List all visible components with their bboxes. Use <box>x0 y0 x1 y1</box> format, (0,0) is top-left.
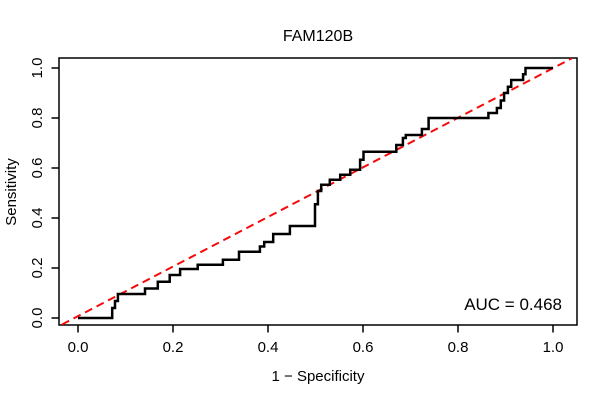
y-axis-tick-label: 0.4 <box>29 208 46 229</box>
auc-annotation: AUC = 0.468 <box>464 295 562 314</box>
y-axis-tick-label: 0.6 <box>29 158 46 179</box>
y-axis-tick-label: 0.0 <box>29 308 46 329</box>
x-axis-tick-label: 1.0 <box>543 339 564 356</box>
plot-box <box>58 57 578 326</box>
plot-title: FAM120B <box>283 28 353 45</box>
y-axis: 0.0 0.2 0.4 0.6 0.8 1.0 <box>29 58 59 329</box>
y-axis-tick-label: 1.0 <box>29 58 46 79</box>
x-axis-tick-label: 0.8 <box>448 339 469 356</box>
x-axis-title: 1 − Specificity <box>272 368 365 385</box>
x-axis: 0.0 0.2 0.4 0.6 0.8 1.0 <box>68 325 564 356</box>
y-axis-title: Sensitivity <box>3 158 20 226</box>
y-axis-tick-label: 0.2 <box>29 258 46 279</box>
x-axis-tick-label: 0.4 <box>258 339 279 356</box>
y-axis-tick-label: 0.8 <box>29 108 46 129</box>
x-axis-tick-label: 0.6 <box>353 339 374 356</box>
x-axis-tick-label: 0.0 <box>68 339 89 356</box>
roc-curve <box>78 66 553 320</box>
x-axis-tick-label: 0.2 <box>163 339 184 356</box>
